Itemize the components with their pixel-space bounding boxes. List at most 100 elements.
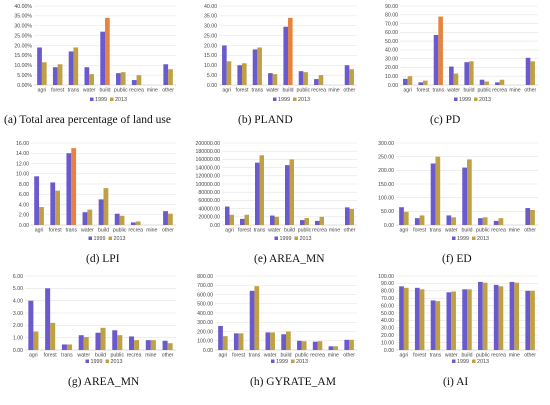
x-tick-label: trans: [254, 228, 266, 234]
bar-1999-water: [268, 73, 273, 85]
bar-2013-agri: [41, 62, 47, 85]
y-tick-label: 80.00: [385, 13, 398, 19]
panel-caption: (h) GYRATE_AM: [250, 376, 336, 388]
chart-svg-4: 0.00 2.00 4.00 6.00 8.00 10.00 12.00 14.00 16.00…: [16, 141, 176, 242]
x-tick-label: build: [100, 88, 111, 94]
x-tick-label: mine: [328, 88, 339, 94]
y-tick-label: 4.00: [13, 298, 23, 304]
y-tick-label: 0.00: [388, 83, 398, 89]
x-tick-label: mine: [145, 353, 156, 359]
x-tick-label: water: [83, 88, 96, 94]
legend-swatch-1999: [452, 359, 456, 363]
legend-swatch-1999: [85, 359, 89, 363]
bar-1999-build: [464, 62, 469, 85]
chart-svg-5: 0.00 20000.00 40000.00 60000.00 80000.00 1000…: [195, 141, 357, 242]
y-tick-label: 10.00: [381, 340, 394, 346]
bar-1999-forest: [414, 287, 420, 350]
y-tick-label: 25.00: [204, 33, 217, 39]
y-tick-label: 16.00: [16, 141, 29, 147]
x-tick-label: recrea: [127, 353, 142, 359]
bar-1999-build: [285, 165, 290, 225]
bar-1999-trans: [68, 51, 74, 85]
bar-1999-trans: [430, 163, 436, 225]
bar-2013-other: [530, 61, 535, 85]
bar-2013-water: [87, 209, 93, 225]
x-tick-label: build: [283, 88, 294, 94]
bar-1999-trans: [249, 290, 255, 350]
bar-1999-trans: [61, 344, 67, 350]
x-tick-label: recrea: [492, 88, 507, 94]
y-tick-label: 200000.00: [195, 141, 220, 147]
bar-1999-mine: [509, 281, 515, 350]
bar-1999-build: [98, 199, 104, 225]
bar-2013-mine: [150, 340, 156, 350]
x-tick-label: water: [266, 88, 279, 94]
x-tick-label: build: [284, 228, 295, 234]
bar-2013-agri: [39, 207, 44, 225]
bar-2013-trans: [438, 16, 443, 85]
y-tick-label: 20.00: [385, 65, 398, 71]
chart-panel-3: 0.00 10.00 20.00 30.00 40.00 50.00 60.00 70.00 8…: [366, 0, 546, 405]
bar-1999-agri: [399, 207, 404, 225]
bar-2013-public: [120, 72, 126, 85]
bar-1999-trans: [430, 300, 436, 350]
x-tick-label: public: [298, 228, 312, 234]
legend-swatch-2013: [474, 97, 478, 101]
legend-swatch-2013: [110, 97, 114, 101]
bar-1999-agri: [37, 47, 42, 85]
bar-2013-agri: [33, 331, 39, 350]
bar-1999-forest: [237, 65, 242, 85]
bar-1999-public: [114, 213, 120, 225]
legend-label-2013: 2013: [114, 236, 126, 242]
x-tick-label: forest: [51, 88, 65, 94]
chart-panel-6: 0.00 50.00 100.00 150.00 200.00 250.00 300.00 a…: [366, 0, 546, 405]
x-tick-label: trans: [430, 228, 442, 234]
x-tick-label: agri: [403, 88, 412, 94]
bar-1999-forest: [240, 218, 245, 225]
bar-2013-water: [451, 217, 456, 225]
bar-1999-other: [344, 65, 350, 85]
bar-2013-mine: [514, 282, 520, 350]
x-tick-label: water: [77, 353, 90, 359]
bar-1999-water: [78, 335, 84, 350]
bar-1999-trans: [255, 162, 260, 225]
y-tick-label: 250.00: [378, 154, 394, 160]
x-tick-label: other: [162, 228, 174, 234]
x-tick-label: other: [524, 228, 536, 234]
bar-2013-recrea: [317, 341, 323, 350]
x-tick-label: public: [478, 88, 492, 94]
panel-caption: (d) LPI: [86, 253, 120, 265]
bar-2013-public: [303, 72, 308, 85]
bar-2013-forest: [423, 80, 428, 85]
x-tick-label: other: [524, 88, 536, 94]
x-tick-label: recrea: [129, 88, 144, 94]
bar-1999-build: [283, 26, 288, 85]
y-tick-label: 90.00: [381, 281, 394, 287]
bar-2013-build: [467, 289, 472, 350]
bar-2013-forest: [238, 333, 244, 350]
x-tick-label: water: [445, 353, 458, 359]
y-tick-label: 100.00: [197, 339, 213, 345]
bar-2013-trans: [254, 286, 260, 350]
bar-1999-trans: [66, 153, 72, 225]
bar-2013-other: [530, 209, 535, 225]
x-tick-label: recrea: [312, 228, 327, 234]
bar-2013-other: [167, 213, 173, 225]
y-tick-label: 60000.00: [198, 198, 220, 204]
bar-2013-recrea: [498, 218, 504, 225]
x-tick-label: agri: [29, 353, 38, 359]
x-tick-label: mine: [146, 228, 157, 234]
x-tick-label: public: [110, 353, 124, 359]
panel-caption: (g) AREA_MN: [68, 376, 140, 388]
bar-2013-agri: [229, 214, 234, 225]
bar-2013-forest: [419, 289, 425, 350]
y-tick-label: 60.00: [385, 30, 398, 36]
bar-1999-build: [95, 332, 101, 350]
bar-1999-recrea: [131, 80, 137, 85]
legend-swatch-2013: [108, 236, 112, 240]
bar-2013-water: [89, 74, 94, 85]
bar-1999-build: [281, 334, 286, 350]
x-tick-label: mine: [509, 88, 520, 94]
bar-2013-forest: [242, 63, 247, 85]
